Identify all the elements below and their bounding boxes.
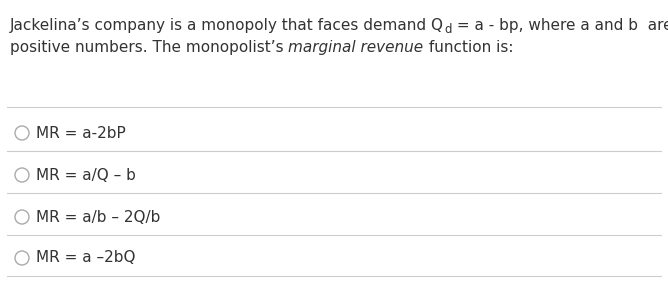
- Text: marginal revenue: marginal revenue: [289, 40, 424, 55]
- Text: Jackelina’s company is a monopoly that faces demand Q: Jackelina’s company is a monopoly that f…: [10, 18, 444, 33]
- Text: MR = a-2bP: MR = a-2bP: [36, 125, 126, 140]
- Text: function is:: function is:: [424, 40, 513, 55]
- Text: MR = a –2bQ: MR = a –2bQ: [36, 250, 136, 266]
- Text: = a - bp, where a and b  are: = a - bp, where a and b are: [452, 18, 668, 33]
- Text: MR = a/b – 2Q/b: MR = a/b – 2Q/b: [36, 209, 160, 224]
- Text: MR = a/Q – b: MR = a/Q – b: [36, 167, 136, 182]
- Text: d: d: [444, 23, 452, 36]
- Text: positive numbers. The monopolist’s: positive numbers. The monopolist’s: [10, 40, 289, 55]
